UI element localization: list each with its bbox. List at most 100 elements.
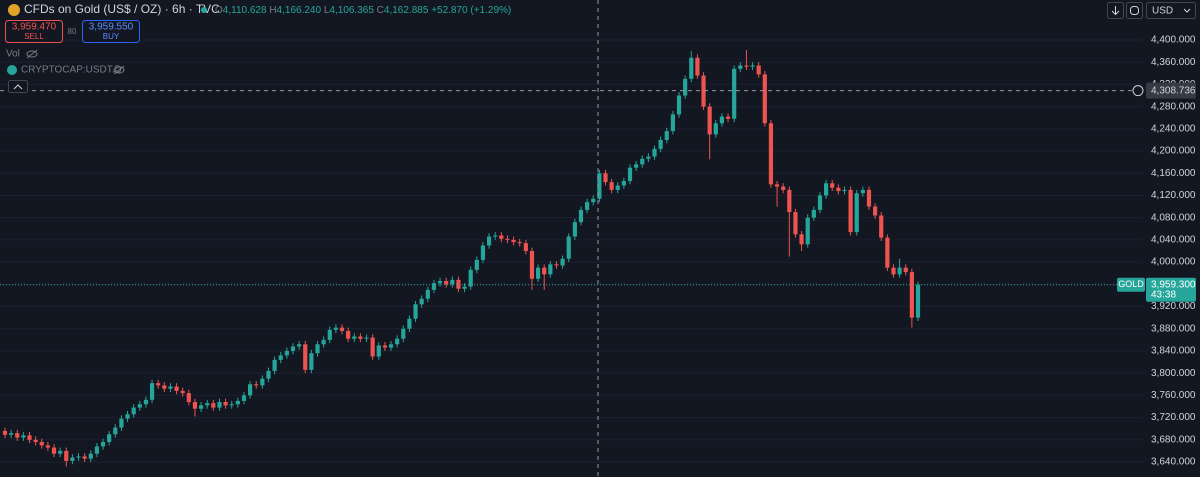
- candle-body: [370, 337, 375, 357]
- y-tick-label: 4,400.000: [1151, 35, 1196, 46]
- hidden-icon[interactable]: [26, 49, 38, 59]
- last-price-label: 3,959.300: [1151, 279, 1196, 290]
- candle-body: [523, 243, 528, 251]
- last-price-name-box: [1117, 277, 1145, 292]
- collapse-button[interactable]: [8, 80, 28, 93]
- y-tick-label: 4,240.000: [1151, 123, 1196, 134]
- buy-price[interactable]: 3,959.550: [89, 22, 134, 33]
- candle-body: [131, 407, 136, 415]
- candle-body: [572, 222, 577, 237]
- candle-body: [701, 75, 706, 107]
- candle-body: [388, 344, 394, 348]
- buy-box[interactable]: [82, 20, 140, 43]
- candle-body: [217, 402, 222, 408]
- candle-body: [88, 453, 93, 459]
- candle-body: [297, 344, 302, 347]
- y-tick-label: 4,080.000: [1151, 212, 1196, 223]
- candle-body: [560, 258, 565, 266]
- candle-body: [542, 267, 547, 275]
- sell-price[interactable]: 3,959.470: [12, 22, 57, 33]
- last-price-name: GOLD: [1118, 279, 1144, 289]
- candle-body: [76, 456, 81, 458]
- hidden-icon[interactable]: [113, 65, 125, 75]
- candle-body: [382, 345, 388, 348]
- y-tick-label: 3,640.000: [1151, 457, 1196, 468]
- sell-box[interactable]: [5, 20, 63, 43]
- currency-select[interactable]: USD: [1146, 2, 1196, 19]
- candle-body: [836, 187, 841, 192]
- candle-body: [315, 344, 320, 354]
- grid: [0, 39, 1143, 463]
- buy-label[interactable]: BUY: [103, 32, 120, 41]
- candle-body: [33, 439, 38, 443]
- candle-body: [119, 418, 124, 428]
- candle-body: [566, 236, 571, 259]
- candle-body: [205, 403, 210, 406]
- candle-body: [303, 344, 308, 370]
- indicator-icon: [7, 65, 17, 75]
- candle-body: [156, 383, 161, 386]
- candle-body: [51, 447, 57, 454]
- candle-body: [82, 456, 87, 459]
- y-tick-label: 4,040.000: [1151, 235, 1196, 246]
- candle-body: [27, 435, 32, 440]
- open-value: 4,110.628: [223, 5, 267, 16]
- candle-body: [713, 123, 718, 135]
- download-button[interactable]: [1107, 2, 1124, 19]
- candle-body: [897, 267, 902, 275]
- candle-body: [352, 336, 357, 339]
- candle-body: [860, 189, 865, 194]
- candle-body: [781, 186, 786, 190]
- candle-body: [787, 189, 792, 213]
- y-tick-label: 4,200.000: [1151, 146, 1196, 157]
- candle-body: [627, 167, 633, 182]
- candle-body: [885, 237, 890, 268]
- candle-body: [725, 116, 731, 119]
- candle-body: [762, 74, 767, 124]
- candle-body: [223, 402, 228, 406]
- y-tick-label: 3,880.000: [1151, 323, 1196, 334]
- candle-body: [793, 212, 798, 235]
- overlay: [0, 0, 1143, 477]
- candle-body: [284, 350, 289, 356]
- candle-body: [278, 355, 283, 360]
- candle-body: [591, 198, 596, 203]
- candle-body: [658, 139, 663, 149]
- candle-body: [646, 156, 651, 159]
- refresh-button[interactable]: [1126, 2, 1143, 19]
- candle-body: [211, 403, 216, 408]
- candle-body: [597, 173, 602, 199]
- candle-body: [15, 433, 20, 438]
- candle-body: [744, 65, 749, 67]
- candle-body: [58, 450, 63, 454]
- candle-body: [401, 328, 406, 339]
- sell-button[interactable]: 3,959.470 SELL: [5, 20, 63, 43]
- candle-body: [248, 384, 253, 396]
- candle-body: [149, 383, 155, 400]
- symbol-title[interactable]: CFDs on Gold (US$ / OZ) · 6h · TVC: [24, 2, 220, 16]
- candle-body: [364, 337, 369, 339]
- candle-body: [254, 384, 259, 386]
- candle-body: [768, 123, 774, 185]
- indicator-vol[interactable]: Vol: [6, 49, 20, 60]
- currency[interactable]: USD: [1152, 6, 1173, 17]
- candle-body: [891, 267, 896, 275]
- candle-body: [180, 390, 185, 394]
- candle-body: [162, 385, 167, 389]
- candle-body: [879, 215, 884, 238]
- candle-body: [689, 57, 694, 79]
- candle-body: [529, 250, 535, 279]
- candle-body: [774, 184, 780, 187]
- close-label: C: [377, 5, 384, 16]
- candle-body: [578, 209, 584, 223]
- indicator-usdt[interactable]: CRYPTOCAP:USDT.D: [21, 65, 122, 76]
- buy-button[interactable]: 3,959.550 BUY: [82, 20, 140, 43]
- add-alert-button[interactable]: [1132, 85, 1144, 97]
- candle-body: [615, 185, 620, 190]
- countdown: 43:38: [1151, 289, 1176, 300]
- high-label: H: [269, 5, 276, 16]
- candle-body: [830, 183, 835, 188]
- candle-body: [272, 359, 277, 371]
- candle-body: [39, 442, 44, 446]
- sell-label[interactable]: SELL: [24, 32, 44, 41]
